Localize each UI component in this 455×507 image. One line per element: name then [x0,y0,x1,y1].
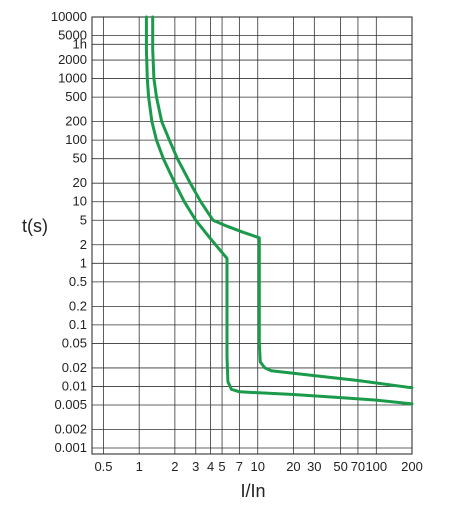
y-tick-label: 0.01 [62,378,87,393]
x-tick-label: 30 [307,459,321,474]
grid [92,16,413,454]
x-tick-label: 7 [236,459,243,474]
x-tick-label: 20 [286,459,300,474]
x-tick-label: 4 [207,459,214,474]
plot-frame [91,16,413,455]
tripping-curve-line-2 [151,15,414,390]
x-tick-labels: 0.5 1 2 3 4 5 7 10 20 30 50 70 100 200 [94,459,422,474]
y-tick-label: 0.05 [62,335,87,350]
y-tick-label: 0.02 [62,360,87,375]
y-tick-label: 10 [73,194,87,209]
y-tick-label: 200 [65,114,87,129]
y-tick-label: 0.1 [69,317,87,332]
y-axis-title: t(s) [22,216,48,236]
x-tick-label: 0.5 [94,459,112,474]
x-tick-label: 10 [251,459,265,474]
y-tick-label: 0.002 [54,421,87,436]
x-tick-label: 100 [365,459,387,474]
y-tick-label: 20 [73,175,87,190]
y-tick-label: 5000 [58,28,87,43]
y-tick-label: 1000 [58,71,87,86]
series-layer [144,15,414,406]
y-tick-label: 2000 [58,52,87,67]
y-tick-label: 1 [80,255,87,270]
y-tick-label: 10000 [51,9,87,24]
x-tick-label: 3 [192,459,199,474]
y-tick-label: 50 [73,151,87,166]
y-tick-label: 500 [65,89,87,104]
x-tick-label: 70 [351,459,365,474]
y-tick-label: 5 [80,212,87,227]
x-tick-label: 200 [401,459,423,474]
x-axis-title: I/In [240,481,265,501]
x-tick-label: 1 [136,459,143,474]
tripping-curve-line-1 [144,15,414,406]
y-tick-label: 0.001 [54,440,87,455]
x-tick-label: 2 [171,459,178,474]
x-tick-label: 5 [218,459,225,474]
x-tick-label: 50 [333,459,347,474]
y-tick-label: 100 [65,132,87,147]
y-tick-label: 0.005 [54,397,87,412]
y-tick-label: 2 [80,237,87,252]
y-tick-label: 0.5 [69,274,87,289]
y-tick-label: 1h [73,36,87,51]
y-tick-label: 0.2 [69,298,87,313]
